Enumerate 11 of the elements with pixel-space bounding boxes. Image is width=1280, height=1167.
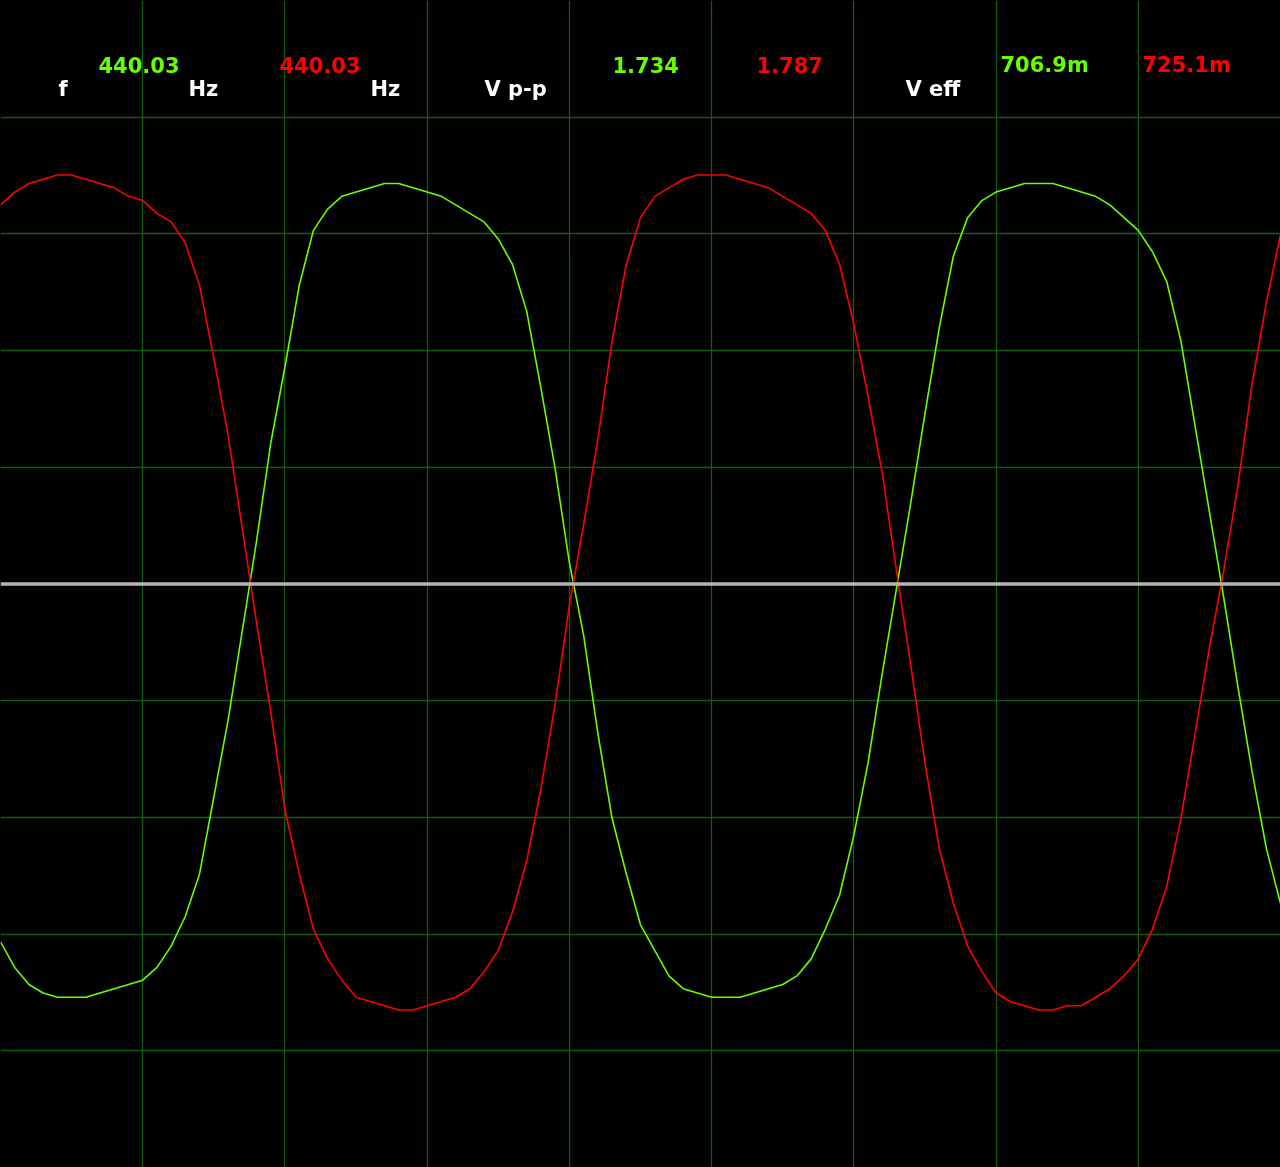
text: 1.787 xyxy=(756,53,823,78)
text: V eff xyxy=(905,76,962,101)
text: f xyxy=(58,76,69,101)
text: 725.1m xyxy=(1142,52,1231,77)
text: Hz xyxy=(370,76,401,101)
text: Hz xyxy=(188,76,219,101)
text: 440.03 xyxy=(98,53,180,78)
text: 440.03 xyxy=(279,53,361,78)
text: V p-p xyxy=(484,76,547,101)
text: 706.9m xyxy=(1000,52,1089,77)
text: 1.734 xyxy=(612,53,679,78)
